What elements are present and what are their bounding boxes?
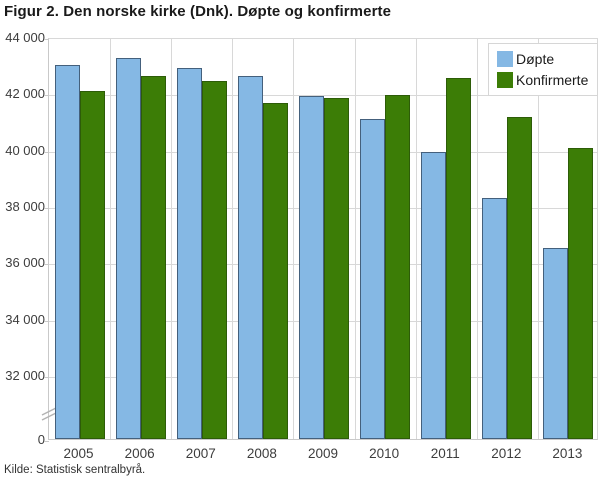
x-axis-label: 2007 <box>185 446 216 461</box>
x-axis-label: 2009 <box>307 446 339 461</box>
bar-konfirmerte-2013 <box>568 148 594 439</box>
bar-konfirmerte-2007 <box>201 80 227 439</box>
v-gridline <box>416 39 417 439</box>
source-note: Kilde: Statistisk sentralbyrå. <box>4 464 146 476</box>
y-axis-tick <box>44 264 49 266</box>
y-axis-label: 32 000 <box>5 368 45 383</box>
y-axis-tick <box>44 95 49 97</box>
bar-døpte-2008 <box>237 76 263 439</box>
bar-døpte-2013 <box>543 248 569 439</box>
x-axis-label: 2008 <box>246 446 277 461</box>
bar-konfirmerte-2008 <box>262 103 288 439</box>
x-axis-label: 2005 <box>63 446 94 461</box>
y-axis-label: 34 000 <box>5 311 45 327</box>
bar-group-2008 <box>232 39 293 439</box>
y-axis-label: 44 000 <box>5 30 45 45</box>
y-axis-tick <box>44 151 49 153</box>
x-axis-label: 2013 <box>552 446 583 461</box>
h-gridline <box>49 95 597 97</box>
bar-konfirmerte-2009 <box>323 97 349 439</box>
bar-døpte-2007 <box>176 67 202 439</box>
bar-group-2010 <box>355 39 416 439</box>
legend: Døpte Konfirmerte <box>488 43 599 96</box>
bar-group-2013 <box>538 39 599 439</box>
y-axis-tick <box>44 39 49 40</box>
y-axis-tick <box>44 377 49 378</box>
y-axis-label: 38 000 <box>5 199 45 214</box>
bar-døpte-2006 <box>115 58 141 439</box>
v-gridline <box>232 39 233 439</box>
v-gridline <box>538 39 539 439</box>
bar-døpte-2010 <box>360 118 386 439</box>
bar-døpte-2009 <box>298 96 324 439</box>
bar-konfirmerte-2012 <box>507 117 533 439</box>
bar-konfirmerte-2010 <box>385 94 411 439</box>
legend-swatch-dopte <box>497 51 513 67</box>
y-axis-tick <box>44 208 49 209</box>
y-axis-label: 0 <box>37 432 45 447</box>
y-axis-label: 40 000 <box>5 142 45 158</box>
v-gridline <box>355 39 356 439</box>
plot-area <box>41 38 599 442</box>
y-axis-label: 36 000 <box>5 255 45 271</box>
bar-døpte-2005 <box>54 65 80 439</box>
v-gridline <box>110 39 111 439</box>
x-axis-label: 2006 <box>124 446 155 461</box>
y-axis-label: 42 000 <box>5 86 45 102</box>
legend-label-konfirmerte: Konfirmerte <box>516 72 589 88</box>
legend-swatch-konfirmerte <box>497 72 513 88</box>
x-axis-label: 2010 <box>369 446 400 461</box>
bar-døpte-2011 <box>421 152 447 439</box>
bar-group-2006 <box>110 39 171 439</box>
bar-konfirmerte-2011 <box>446 77 472 439</box>
bar-group-2007 <box>171 39 232 439</box>
y-axis-tick <box>44 441 49 442</box>
bar-group-2009 <box>293 39 354 439</box>
v-gridline <box>477 39 478 439</box>
legend-item-dopte[interactable]: Døpte <box>497 51 588 67</box>
bar-group-2005 <box>49 39 110 439</box>
bar-døpte-2012 <box>482 197 508 439</box>
chart-title: Figur 2. Den norske kirke (Dnk). Døpte o… <box>4 3 392 20</box>
bar-konfirmerte-2006 <box>140 76 166 439</box>
y-axis-tick <box>44 320 49 322</box>
x-axis-label: 2011 <box>430 446 460 461</box>
legend-label-dopte: Døpte <box>516 51 555 67</box>
bar-group-2011 <box>416 39 477 439</box>
bar-konfirmerte-2005 <box>79 90 105 439</box>
x-axis-label: 2012 <box>491 446 522 461</box>
v-gridline <box>171 39 172 439</box>
v-gridline <box>293 39 294 439</box>
legend-item-konfirmerte[interactable]: Konfirmerte <box>497 72 588 88</box>
bar-group-2012 <box>477 39 538 439</box>
